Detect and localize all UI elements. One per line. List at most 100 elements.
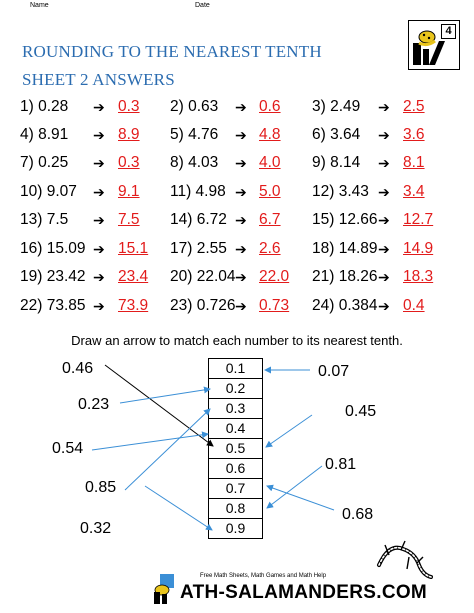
right-number: 0.45 — [345, 403, 377, 420]
name-label: Name — [30, 2, 49, 9]
right-arrow-icon: ➔ — [378, 298, 390, 314]
problem-14-answer: 6.7 — [259, 211, 281, 228]
problem-24-answer: 0.4 — [403, 297, 425, 314]
right-arrow-icon: ➔ — [378, 127, 390, 143]
problem-21-question: 21) 18.26 — [312, 268, 378, 285]
problem-10-question: 10) 9.07 — [20, 183, 77, 200]
salamander-illustration-icon — [377, 540, 433, 579]
right-arrow-icon: ➔ — [235, 155, 247, 171]
right-arrow-icon: ➔ — [378, 155, 390, 171]
problem-18-question: 18) 14.89 — [312, 240, 378, 257]
footer-brand: ATH-SALAMANDERS.COM — [180, 582, 428, 603]
problem-12-answer: 3.4 — [403, 183, 425, 200]
right-arrow-icon: ➔ — [93, 212, 105, 228]
right-arrow-icon: ➔ — [93, 155, 105, 171]
problem-1-question: 1) 0.28 — [20, 98, 69, 115]
problem-20-question: 20) 22.04 — [170, 268, 236, 285]
problem-2-answer: 0.6 — [259, 98, 281, 115]
arrow-032-to-09 — [144, 485, 213, 531]
right-number: 0.68 — [342, 506, 374, 523]
right-arrow-icon: ➔ — [235, 241, 247, 257]
right-arrow-icon: ➔ — [235, 184, 247, 200]
ladder-rung: 0.8 — [208, 498, 263, 519]
problem-20-answer: 22.0 — [259, 268, 290, 285]
problem-6-answer: 3.6 — [403, 126, 425, 143]
problem-13-question: 13) 7.5 — [20, 211, 69, 228]
problem-14-question: 14) 6.72 — [170, 211, 227, 228]
problem-16-answer: 15.1 — [118, 240, 149, 257]
problem-8-question: 8) 4.03 — [170, 154, 219, 171]
problem-2-question: 2) 0.63 — [170, 98, 219, 115]
problem-3-answer: 2.5 — [403, 98, 425, 115]
arrow-054-to-05 — [91, 431, 209, 451]
problem-8-answer: 4.0 — [259, 154, 281, 171]
problem-1-answer: 0.3 — [118, 98, 140, 115]
footer-tagline: Free Math Sheets, Math Games and Math He… — [200, 573, 327, 579]
right-arrow-icon: ➔ — [93, 298, 105, 314]
problem-9-question: 9) 8.14 — [312, 154, 361, 171]
problem-7-answer: 0.3 — [118, 154, 140, 171]
problem-24-question: 24) 0.384 — [312, 297, 378, 314]
problem-3-question: 3) 2.49 — [312, 98, 361, 115]
problem-12-question: 12) 3.43 — [312, 183, 369, 200]
left-number: 0.54 — [52, 440, 84, 457]
right-arrow-icon: ➔ — [235, 127, 247, 143]
problem-22-answer: 73.9 — [118, 297, 149, 314]
problem-16-question: 16) 15.09 — [20, 240, 86, 257]
right-arrow-icon: ➔ — [378, 99, 390, 115]
problem-17-question: 17) 2.55 — [170, 240, 227, 257]
arrow-081-to-08 — [266, 465, 323, 509]
problem-17-answer: 2.6 — [259, 240, 281, 257]
left-number: 0.32 — [80, 520, 112, 537]
arrow-085-to-03 — [124, 408, 211, 491]
right-arrow-icon: ➔ — [235, 99, 247, 115]
problem-23-answer: 0.73 — [259, 297, 290, 314]
problem-6-question: 6) 3.64 — [312, 126, 361, 143]
salamander-logo: 4 — [408, 20, 460, 70]
arrow-045-to-05 — [265, 414, 313, 448]
left-number: 0.46 — [62, 360, 94, 377]
date-label: Date — [195, 2, 210, 9]
ladder-rung: 0.2 — [208, 378, 263, 399]
problem-15-question: 15) 12.66 — [312, 211, 378, 228]
problem-19-question: 19) 23.42 — [20, 268, 86, 285]
problem-10-answer: 9.1 — [118, 183, 140, 200]
right-arrow-icon: ➔ — [235, 269, 247, 285]
right-arrow-icon: ➔ — [235, 212, 247, 228]
arrow-023-to-02 — [119, 386, 211, 404]
salamander-icon — [413, 30, 445, 65]
problem-9-answer: 8.1 — [403, 154, 425, 171]
right-arrow-icon: ➔ — [93, 99, 105, 115]
problem-23-question: 23) 0.726 — [170, 297, 236, 314]
problem-15-answer: 12.7 — [403, 211, 434, 228]
problem-4-question: 4) 8.91 — [20, 126, 69, 143]
footer-logo-icon — [154, 574, 174, 604]
problem-4-answer: 8.9 — [118, 126, 140, 143]
right-number: 0.81 — [325, 456, 357, 473]
problem-11-answer: 5.0 — [259, 183, 281, 200]
problem-21-answer: 18.3 — [403, 268, 434, 285]
right-arrow-icon: ➔ — [378, 241, 390, 257]
ladder-rung: 0.9 — [208, 518, 263, 539]
problem-13-answer: 7.5 — [118, 211, 140, 228]
problem-7-question: 7) 0.25 — [20, 154, 69, 171]
problem-18-answer: 14.9 — [403, 240, 434, 257]
worksheet-subtitle: SHEET 2 ANSWERS — [22, 70, 175, 89]
left-number: 0.23 — [78, 396, 110, 413]
decimal-ladder: 0.1 0.2 0.3 0.4 0.5 0.6 0.7 0.8 0.9 — [208, 358, 263, 539]
ladder-rung: 0.6 — [208, 458, 263, 479]
problem-22-question: 22) 73.85 — [20, 297, 86, 314]
right-arrow-icon: ➔ — [93, 184, 105, 200]
right-arrow-icon: ➔ — [93, 241, 105, 257]
grade-badge: 4 — [441, 24, 456, 39]
arrow-046-to-05 — [104, 364, 214, 447]
right-arrow-icon: ➔ — [378, 269, 390, 285]
left-number: 0.85 — [85, 479, 117, 496]
matching-instruction: Draw an arrow to match each number to it… — [71, 333, 403, 348]
right-arrow-icon: ➔ — [378, 184, 390, 200]
right-arrow-icon: ➔ — [378, 212, 390, 228]
worksheet-title: ROUNDING TO THE NEAREST TENTH — [22, 42, 322, 61]
right-number: 0.07 — [318, 363, 350, 380]
problem-19-answer: 23.4 — [118, 268, 149, 285]
